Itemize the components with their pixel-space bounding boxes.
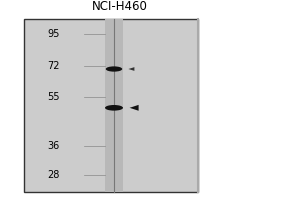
Ellipse shape bbox=[106, 66, 122, 72]
Text: 72: 72 bbox=[47, 61, 60, 71]
Bar bbox=[24, 19, 198, 192]
Ellipse shape bbox=[105, 105, 123, 111]
Text: 55: 55 bbox=[47, 92, 60, 102]
Text: 95: 95 bbox=[48, 29, 60, 39]
Polygon shape bbox=[128, 67, 134, 71]
Polygon shape bbox=[130, 105, 139, 111]
Text: NCI-H460: NCI-H460 bbox=[92, 0, 148, 13]
Bar bbox=[105, 19, 123, 192]
Text: 28: 28 bbox=[48, 170, 60, 180]
Text: 36: 36 bbox=[48, 141, 60, 151]
